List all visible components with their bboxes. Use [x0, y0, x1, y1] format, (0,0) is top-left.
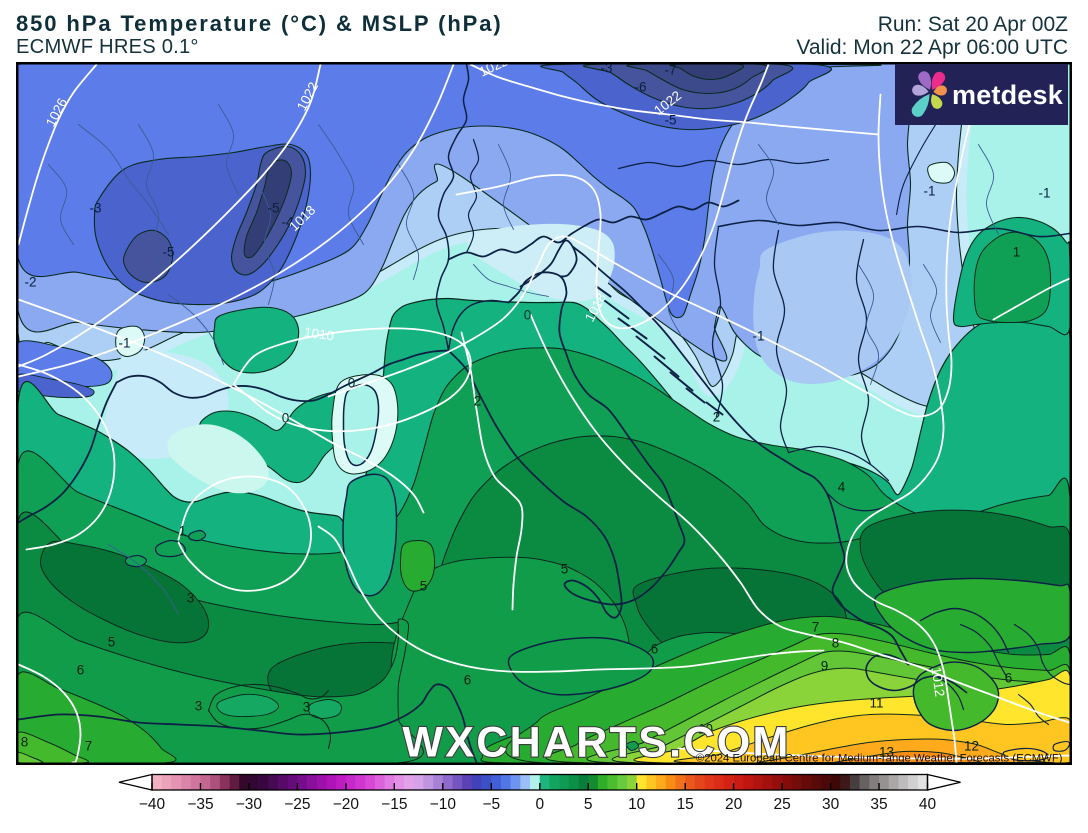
svg-text:-1: -1 [1038, 186, 1050, 201]
svg-text:15: 15 [677, 796, 694, 813]
svg-text:3: 3 [187, 591, 195, 606]
svg-text:10: 10 [698, 722, 713, 737]
svg-text:metdesk: metdesk [952, 80, 1064, 110]
svg-text:−30: −30 [236, 796, 263, 813]
svg-text:11: 11 [869, 696, 883, 711]
svg-text:3: 3 [195, 699, 203, 714]
svg-text:−15: −15 [381, 796, 407, 813]
svg-text:20: 20 [725, 796, 743, 813]
svg-text:-2: -2 [24, 275, 36, 290]
svg-text:5: 5 [420, 579, 428, 594]
svg-text:4: 4 [838, 480, 846, 495]
svg-text:0: 0 [282, 411, 290, 426]
svg-text:6: 6 [651, 642, 659, 657]
svg-text:6: 6 [464, 673, 472, 688]
svg-text:0: 0 [535, 796, 544, 813]
svg-text:-5: -5 [267, 201, 279, 216]
svg-text:-3: -3 [600, 62, 612, 76]
svg-text:−25: −25 [284, 796, 310, 813]
svg-text:8: 8 [21, 735, 29, 750]
svg-text:-4: -4 [281, 215, 293, 230]
svg-text:WXCHARTS.COM: WXCHARTS.COM [402, 719, 790, 766]
svg-text:5: 5 [584, 796, 593, 813]
svg-text:-5: -5 [162, 245, 174, 260]
svg-text:13: 13 [879, 745, 894, 760]
svg-text:1010: 1010 [303, 325, 335, 344]
svg-text:-1: -1 [923, 184, 935, 199]
svg-text:1012: 1012 [928, 666, 947, 698]
svg-text:1: 1 [179, 524, 187, 539]
svg-text:−20: −20 [333, 796, 360, 813]
svg-text:-7: -7 [664, 63, 676, 78]
svg-text:1: 1 [1013, 245, 1021, 260]
svg-text:25: 25 [773, 796, 790, 813]
svg-text:35: 35 [870, 796, 887, 813]
svg-text:-5: -5 [664, 113, 676, 128]
svg-text:-1: -1 [752, 329, 764, 344]
svg-text:12: 12 [964, 739, 979, 754]
svg-text:8: 8 [832, 636, 840, 651]
svg-text:5: 5 [561, 562, 569, 577]
svg-text:0: 0 [524, 308, 532, 323]
svg-text:10: 10 [628, 796, 646, 813]
svg-text:3: 3 [303, 700, 311, 715]
svg-text:5: 5 [108, 635, 116, 650]
svg-text:40: 40 [919, 796, 937, 813]
svg-text:7: 7 [85, 739, 93, 754]
svg-text:−40: −40 [139, 796, 166, 813]
svg-text:7: 7 [812, 620, 820, 635]
svg-text:−35: −35 [187, 796, 213, 813]
svg-text:0: 0 [348, 376, 356, 391]
svg-text:2: 2 [474, 394, 482, 409]
svg-text:−5: −5 [482, 796, 500, 813]
svg-text:6: 6 [1005, 671, 1013, 686]
svg-text:©2024 European Centre for Medi: ©2024 European Centre for Medium-range W… [696, 753, 1063, 765]
svg-text:30: 30 [822, 796, 840, 813]
svg-text:9: 9 [821, 659, 829, 674]
svg-text:2: 2 [713, 410, 721, 425]
svg-text:-3: -3 [89, 201, 101, 216]
svg-text:-6: -6 [634, 80, 646, 95]
svg-text:-1: -1 [118, 336, 130, 351]
svg-text:6: 6 [77, 663, 85, 678]
svg-text:−10: −10 [430, 796, 457, 813]
